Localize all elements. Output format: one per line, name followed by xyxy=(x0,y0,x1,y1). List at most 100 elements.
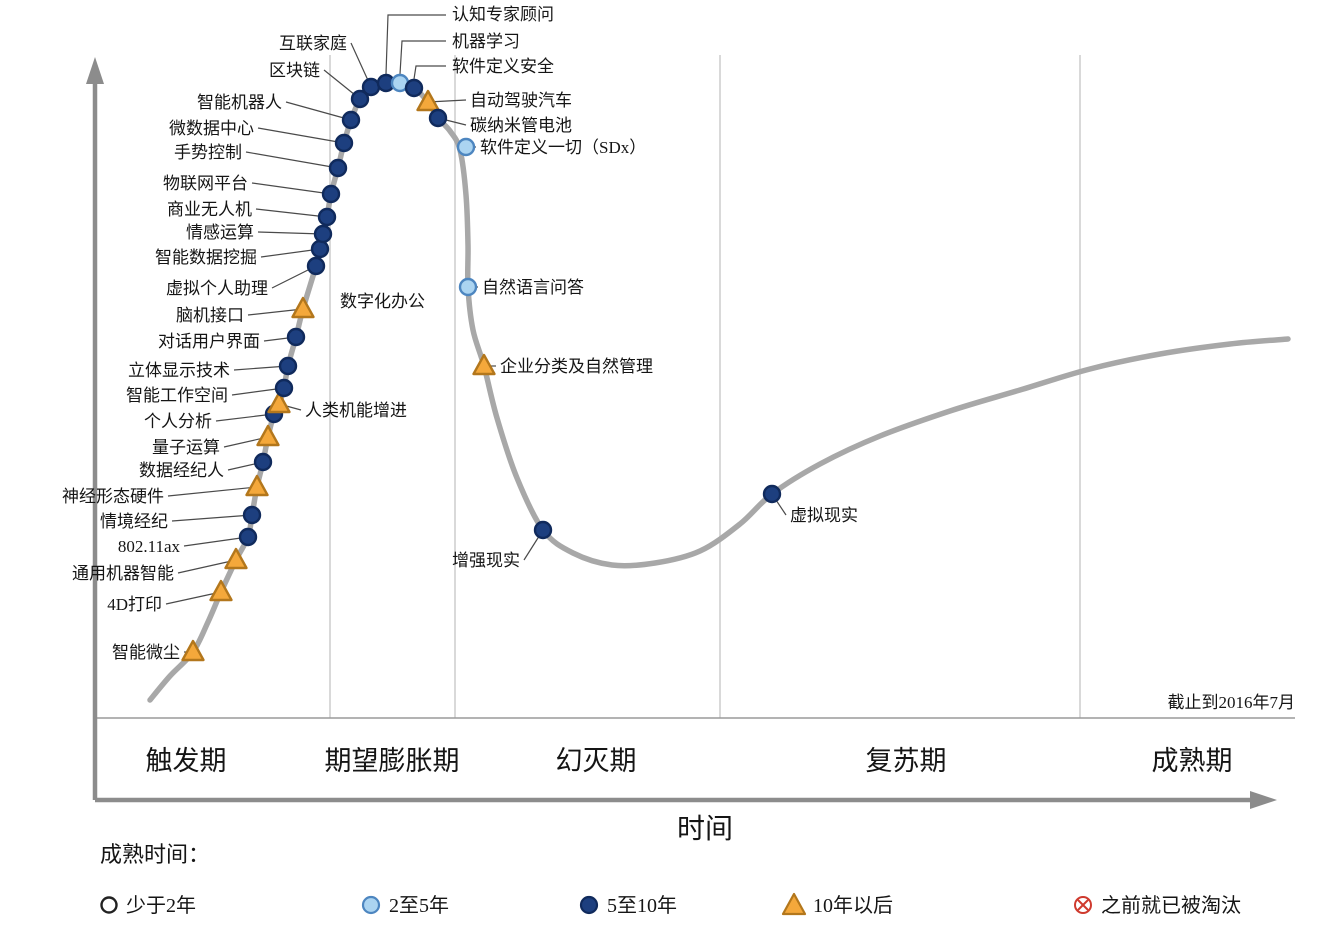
phase-labels: 触发期 期望膨胀期 幻灭期 复苏期 成熟期 xyxy=(146,746,1233,776)
point-label: 区块链 xyxy=(269,61,320,80)
point-label: 增强现实 xyxy=(452,551,520,570)
legend: 成熟时间： 少于2年 2至5年 5至10年 10年以后 之 xyxy=(100,842,1241,917)
point-label: 802.11ax xyxy=(118,537,181,556)
leader-line xyxy=(413,65,446,80)
as-of-date: 截止到2016年7月 xyxy=(1168,693,1296,712)
leader-line xyxy=(171,514,253,522)
point-label: 智能数据挖掘 xyxy=(155,248,257,267)
legend-title: 成熟时间： xyxy=(100,842,210,867)
legend-item-5to10: 5至10年 xyxy=(579,894,677,917)
point-label: 数据经纪人 xyxy=(139,461,224,480)
leader-line xyxy=(399,40,446,75)
leader-line xyxy=(260,248,321,258)
point-label: 软件定义一切（SDx） xyxy=(480,138,646,157)
point-marker-circle xyxy=(286,327,306,347)
annotation-digital-workplace: 数字化办公 xyxy=(340,292,425,311)
point-marker-circle xyxy=(361,77,381,97)
legend-item-label: 5至10年 xyxy=(607,894,677,917)
point-label: 机器学习 xyxy=(452,32,520,51)
leader-line xyxy=(167,486,258,497)
leader-line xyxy=(183,536,249,547)
point-label: 通用机器智能 xyxy=(72,564,174,583)
point-label: 对话用户界面 xyxy=(158,332,260,351)
leader-line xyxy=(255,208,328,218)
point-marker-circle xyxy=(762,484,782,504)
point-label: 企业分类及自然管理 xyxy=(500,357,653,376)
leader-line xyxy=(245,151,339,169)
point-label: 智能机器人 xyxy=(197,93,282,112)
point-marker-circle xyxy=(253,452,273,472)
x-axis-title: 时间 xyxy=(677,813,733,845)
point-label: 手势控制 xyxy=(174,143,242,162)
point-marker-circle xyxy=(242,505,262,525)
point-marker-circle xyxy=(428,108,448,128)
point-marker-triangle xyxy=(472,353,496,376)
point-marker-circle xyxy=(274,378,294,398)
phase-label-plateau: 成熟期 xyxy=(1152,746,1233,776)
point-marker-circle xyxy=(313,224,333,244)
point-label: 商业无人机 xyxy=(167,200,252,219)
phase-label-slope: 复苏期 xyxy=(866,746,947,776)
point-marker-triangle xyxy=(209,579,233,602)
phase-label-trigger: 触发期 xyxy=(146,746,227,776)
point-marker-circle xyxy=(458,277,478,297)
point-marker-circle xyxy=(321,184,341,204)
point-marker-circle xyxy=(533,520,553,540)
point-label: 情感运算 xyxy=(186,223,254,242)
point-marker-triangle xyxy=(416,89,440,112)
phase-label-trough: 幻灭期 xyxy=(556,746,637,776)
leader-line xyxy=(251,182,332,195)
point-marker-circle xyxy=(238,527,258,547)
point-label: 自动驾驶汽车 xyxy=(470,91,572,110)
point-label: 量子运算 xyxy=(152,438,220,457)
leader-line xyxy=(285,101,352,121)
point-marker-circle xyxy=(310,239,330,259)
point-labels-layer: 智能微尘 4D打印 通用机器智能 802.11ax 情境经纪 神经形态硬件 数据经纪人 量子运… xyxy=(62,5,858,662)
point-label: 自然语言问答 xyxy=(482,278,584,297)
legend-item-label: 少于2年 xyxy=(126,894,196,917)
point-label: 立体显示技术 xyxy=(128,361,230,380)
point-marker-triangle xyxy=(291,296,315,319)
leader-line xyxy=(257,127,345,144)
legend-item-2to5: 2至5年 xyxy=(361,894,449,917)
legend-item-gt10: 10年以后 xyxy=(781,892,893,917)
point-marker-triangle xyxy=(181,639,205,662)
x-axis-arrow-icon xyxy=(1250,791,1277,809)
markers-layer xyxy=(181,73,782,662)
point-label: 认知专家顾问 xyxy=(452,5,554,24)
point-label: 人类机能增进 xyxy=(305,401,407,420)
leader-line xyxy=(177,559,237,574)
point-label: 个人分析 xyxy=(144,412,212,431)
point-marker-circle xyxy=(306,256,326,276)
axes xyxy=(86,57,1277,809)
red-circle-icon xyxy=(1074,896,1092,914)
legend-item-label: 2至5年 xyxy=(389,894,449,917)
point-label: 微数据中心 xyxy=(169,119,254,138)
open-circle-icon xyxy=(100,896,118,914)
leader-line xyxy=(165,591,222,605)
point-marker-circle xyxy=(404,78,424,98)
point-marker-circle xyxy=(334,133,354,153)
point-label: 虚拟个人助理 xyxy=(166,279,268,298)
light-blue-circle-icon xyxy=(361,895,381,915)
point-marker-circle xyxy=(278,356,298,376)
orange-triangle-icon xyxy=(781,892,807,916)
point-label: 物联网平台 xyxy=(163,174,248,193)
point-marker-circle xyxy=(328,158,348,178)
point-label: 智能工作空间 xyxy=(126,386,228,405)
point-label: 神经形态硬件 xyxy=(62,487,164,506)
point-label: 智能微尘 xyxy=(112,643,180,662)
point-label: 软件定义安全 xyxy=(452,57,554,76)
legend-item-label: 10年以后 xyxy=(813,894,893,917)
point-label: 虚拟现实 xyxy=(790,506,858,525)
legend-item-lt2: 少于2年 xyxy=(100,894,196,917)
point-label: 碳纳米管电池 xyxy=(470,116,572,135)
point-label: 情境经纪 xyxy=(100,512,168,531)
phase-label-peak: 期望膨胀期 xyxy=(325,746,460,776)
phase-gridlines xyxy=(329,55,1081,718)
legend-item-label: 之前就已被淘汰 xyxy=(1101,894,1241,917)
point-marker-circle xyxy=(341,110,361,130)
point-marker-triangle xyxy=(245,474,269,497)
